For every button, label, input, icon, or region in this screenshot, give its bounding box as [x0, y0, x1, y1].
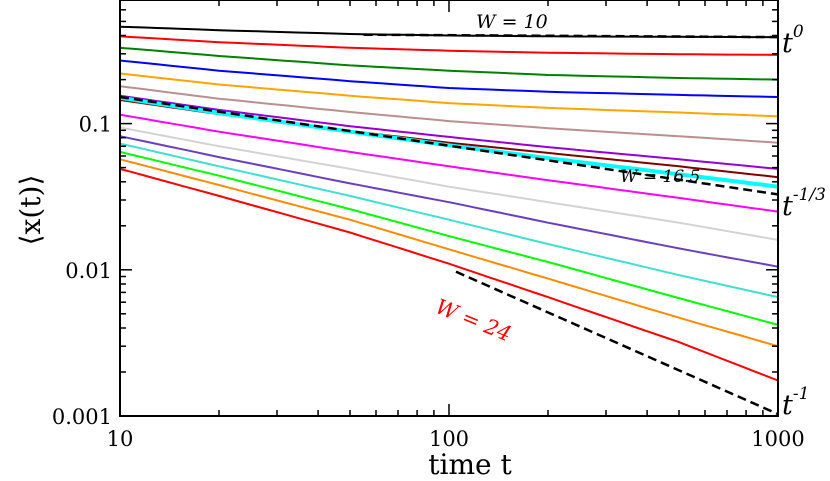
- series-line-13: [119, 142, 779, 299]
- series-line-6: [119, 85, 779, 144]
- slope-label-t-1-3: t-1/3: [782, 185, 826, 222]
- series-line-10: [119, 113, 779, 213]
- series-line-7: [119, 94, 779, 170]
- series-line-4: [119, 59, 779, 98]
- annotation-w10: W = 10: [476, 11, 548, 33]
- series-line-5: [119, 72, 779, 118]
- slope-label-t-1: t-1: [782, 384, 809, 421]
- slope-exponent-0: 0: [793, 22, 804, 42]
- series-line-3: [119, 46, 779, 81]
- series-line-11: [119, 126, 779, 241]
- x-tick-label-3: 1000: [751, 427, 804, 451]
- plot-frame: [119, 0, 779, 417]
- y-tick-label-2: 0.01: [65, 259, 112, 283]
- x-axis-title: time t: [428, 448, 512, 481]
- series-line-9: [119, 95, 779, 189]
- x-tick-label-1: 10: [107, 427, 134, 451]
- slope-exponent-1-3: -1/3: [793, 185, 826, 205]
- series-line-2: [119, 35, 779, 56]
- series-line-16: [119, 167, 779, 382]
- guide-line-2: [119, 95, 779, 196]
- x-tick-label-2: 100: [429, 427, 469, 451]
- series-line-15: [119, 158, 779, 348]
- annotation-w16-5: W = 16.5: [620, 167, 700, 187]
- series-line-14: [119, 150, 779, 326]
- y-axis-title: ⟨x(t)⟩: [14, 175, 47, 246]
- annotation-w24: W = 24: [432, 294, 514, 346]
- slope-exponent-1: -1: [793, 384, 810, 404]
- series-layer: [119, 25, 779, 382]
- guide-lines: [119, 33, 779, 416]
- series-line-12: [119, 135, 779, 268]
- y-tick-label-3: 0.1: [79, 113, 112, 137]
- y-tick-label-1: 0.001: [52, 405, 112, 429]
- guide-line-3: [455, 270, 779, 416]
- slope-label-t0: t0: [782, 22, 804, 59]
- axis-ticks: 10 100 1000 0.001 0.01 0.1: [52, 0, 805, 451]
